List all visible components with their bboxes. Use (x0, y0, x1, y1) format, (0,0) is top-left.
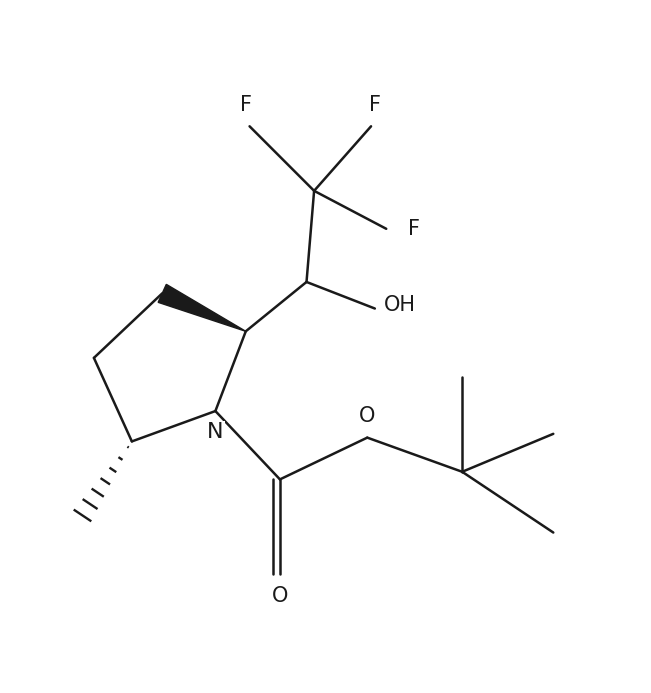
Text: N: N (207, 422, 224, 442)
Text: F: F (408, 219, 419, 239)
Text: O: O (359, 406, 376, 426)
Text: F: F (240, 95, 252, 115)
Text: O: O (271, 586, 288, 606)
Text: F: F (369, 95, 381, 115)
Polygon shape (158, 284, 246, 331)
Text: OH: OH (384, 295, 416, 315)
